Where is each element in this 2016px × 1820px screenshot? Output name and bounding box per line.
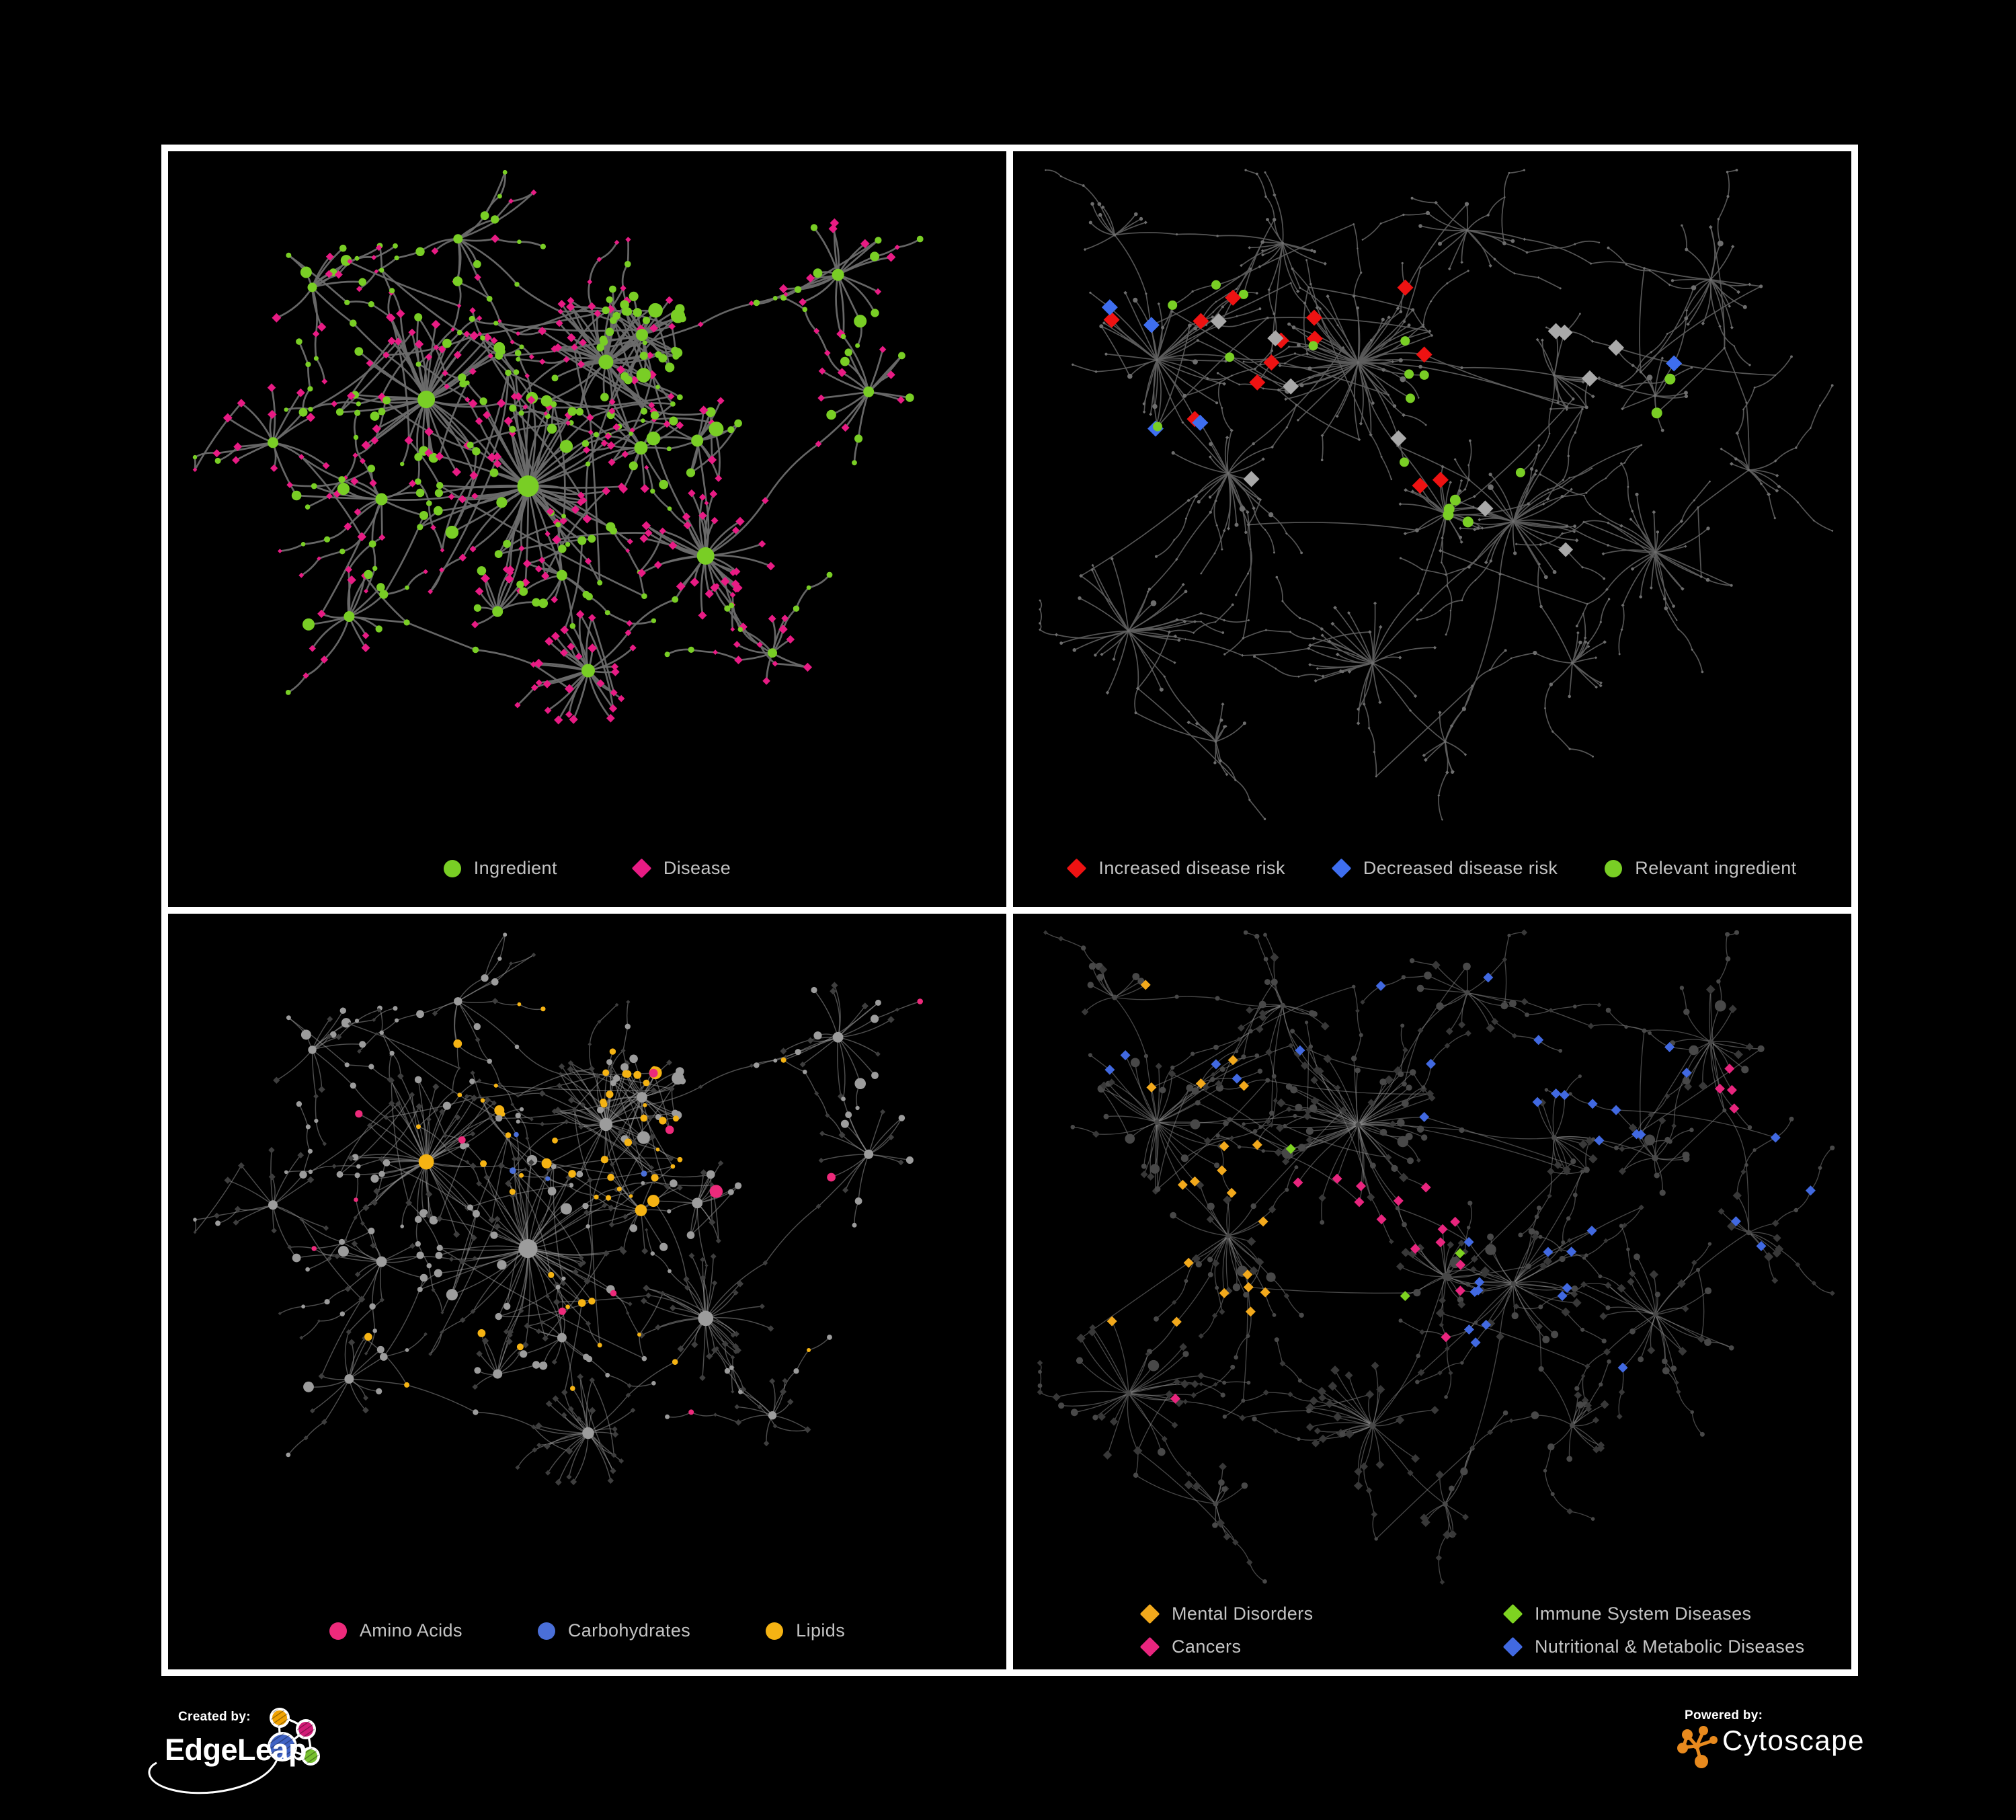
legend-item: Increased disease risk: [1067, 858, 1285, 879]
legend-label: Lipids: [796, 1620, 846, 1640]
legend-item: Decreased disease risk: [1331, 858, 1558, 879]
legend-item: Lipids: [766, 1620, 845, 1641]
legend-item: Nutritional & Metabolic Diseases: [1502, 1636, 1805, 1657]
disease-risk-network-canvas: [1039, 169, 1834, 821]
legend-disease-risk: Increased disease risk Decreased disease…: [1013, 858, 1851, 879]
panel-grid: Ingredient Disease Increased disease ris…: [161, 145, 1858, 1676]
edgeleap-blue-node: [268, 1732, 297, 1762]
amino-acids-swatch: [329, 1622, 347, 1640]
panel-ingredient-disease: Ingredient Disease: [168, 151, 1006, 907]
lipids-swatch: [766, 1622, 784, 1640]
cytoscape-logo-icon: [1677, 1726, 1718, 1768]
legend-label: Relevant ingredient: [1635, 858, 1797, 878]
immune-diseases-swatch: [1502, 1604, 1523, 1624]
nutrient-classes-network-canvas: [193, 933, 923, 1486]
carbohydrates-swatch: [537, 1622, 555, 1640]
ingredient-disease-network-canvas: [192, 169, 924, 725]
panel-nutrient-classes: Amino Acids Carbohydrates Lipids: [168, 914, 1006, 1669]
relevant-ingredient-swatch: [1605, 859, 1623, 877]
legend-item: Immune System Diseases: [1502, 1604, 1804, 1624]
nutritional-metabolic-swatch: [1502, 1636, 1523, 1657]
legend-item: Amino Acids: [329, 1620, 462, 1641]
created-by-label: Created by:: [178, 1710, 251, 1724]
edgeleap-credit: Created by: EdgeLeap: [128, 1704, 558, 1820]
legend-label: Increased disease risk: [1098, 858, 1285, 878]
legend-item: Mental Disorders: [1139, 1604, 1477, 1624]
disease-swatch: [631, 858, 652, 879]
legend-label: Carbohydrates: [567, 1620, 691, 1640]
legend-item: Ingredient: [443, 858, 557, 879]
legend-label: Immune System Diseases: [1535, 1604, 1752, 1624]
panel-disease-risk: Increased disease risk Decreased disease…: [1013, 151, 1851, 907]
edgeleap-pink-node: [296, 1719, 316, 1739]
ingredient-swatch: [443, 859, 461, 877]
edgeleap-wordmark: EdgeLeap: [165, 1733, 307, 1767]
edgeleap-logo-icon: [148, 1708, 320, 1794]
cytoscape-credit: Powered by: Cytoscape: [1674, 1704, 1997, 1812]
edgeleap-green-node: [301, 1747, 320, 1766]
decreased-risk-swatch: [1331, 858, 1352, 879]
legend-item: Disease: [631, 858, 731, 879]
legend-item: Cancers: [1139, 1636, 1477, 1657]
increased-risk-swatch: [1067, 858, 1087, 879]
mental-disorders-swatch: [1139, 1604, 1160, 1624]
edgeleap-orange-node: [270, 1708, 290, 1728]
legend-item: Relevant ingredient: [1605, 858, 1796, 879]
legend-label: Disease: [663, 858, 731, 878]
legend-label: Nutritional & Metabolic Diseases: [1535, 1636, 1805, 1657]
legend-disease-categories: Mental Disorders Immune System Diseases …: [1139, 1604, 1805, 1657]
powered-by-label: Powered by:: [1685, 1708, 1763, 1723]
disease-categories-network-canvas: [1037, 929, 1835, 1585]
legend-item: Carbohydrates: [537, 1620, 691, 1641]
legend-label: Mental Disorders: [1172, 1604, 1314, 1624]
legend-label: Decreased disease risk: [1363, 858, 1558, 878]
cytoscape-wordmark: Cytoscape: [1722, 1725, 1865, 1756]
legend-label: Ingredient: [473, 858, 557, 878]
cancers-swatch: [1139, 1636, 1160, 1657]
legend-label: Cancers: [1172, 1636, 1242, 1657]
legend-nutrient-classes: Amino Acids Carbohydrates Lipids: [168, 1620, 1006, 1641]
legend-ingredient-disease: Ingredient Disease: [168, 858, 1006, 879]
panel-disease-categories: Mental Disorders Immune System Diseases …: [1013, 914, 1851, 1669]
legend-label: Amino Acids: [359, 1620, 462, 1640]
